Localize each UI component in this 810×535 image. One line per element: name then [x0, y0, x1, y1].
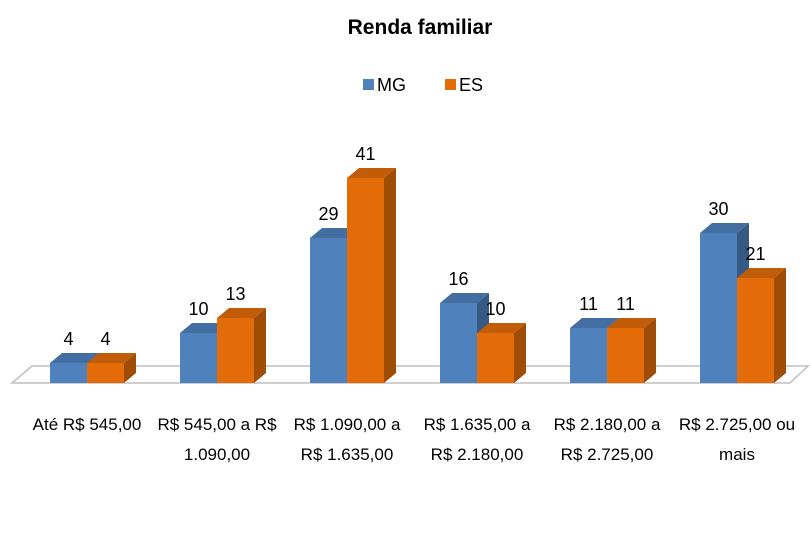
bar-top [347, 168, 396, 178]
x-tick-label: R$ 2.180,00 a R$ 2.725,00 [553, 415, 661, 464]
bar [477, 333, 514, 383]
bar-side [254, 308, 266, 383]
bar [440, 303, 477, 383]
data-label: 16 [448, 269, 468, 289]
data-label: 11 [616, 294, 635, 314]
data-label: 13 [225, 284, 245, 304]
bar-side [644, 318, 656, 383]
data-label: 11 [579, 294, 598, 314]
data-label: 21 [745, 244, 765, 264]
x-tick-label: Até R$ 545,00 [32, 415, 142, 434]
data-label: 29 [318, 204, 338, 224]
bar [50, 363, 87, 383]
data-label: 4 [100, 329, 110, 349]
x-tick-label: R$ 2.725,00 ou mais [678, 415, 796, 464]
bar-side [774, 268, 786, 383]
legend-label: ES [459, 75, 483, 95]
bar-top [477, 323, 526, 333]
bar-top [217, 308, 266, 318]
legend-label: MG [377, 75, 406, 95]
data-label: 30 [708, 199, 728, 219]
bar-top [180, 323, 229, 333]
legend-swatch [363, 79, 374, 90]
bar-side [514, 323, 526, 383]
bar-top [50, 353, 99, 363]
data-label: 4 [63, 329, 73, 349]
bar-top [737, 268, 786, 278]
bar [737, 278, 774, 383]
bar [180, 333, 217, 383]
bar [700, 233, 737, 383]
data-label: 41 [355, 144, 375, 164]
bar-top [570, 318, 619, 328]
bar-top [310, 228, 359, 238]
bar [570, 328, 607, 383]
bar-top [700, 223, 749, 233]
legend-swatch [445, 79, 456, 90]
bar [347, 178, 384, 383]
x-tick-label: R$ 1.635,00 a R$ 2.180,00 [423, 415, 531, 464]
data-label: 10 [485, 299, 505, 319]
data-label: 10 [188, 299, 208, 319]
chart-title: Renda familiar [348, 16, 493, 39]
bar [310, 238, 347, 383]
bar-top [607, 318, 656, 328]
bar [217, 318, 254, 383]
bar-top [440, 293, 489, 303]
x-tick-label: R$ 1.090,00 a R$ 1.635,00 [293, 415, 401, 464]
bar [87, 363, 124, 383]
x-tick-label: R$ 545,00 a R$ 1.090,00 [157, 415, 277, 464]
bar-top [87, 353, 136, 363]
bar [607, 328, 644, 383]
bar-side [384, 168, 396, 383]
